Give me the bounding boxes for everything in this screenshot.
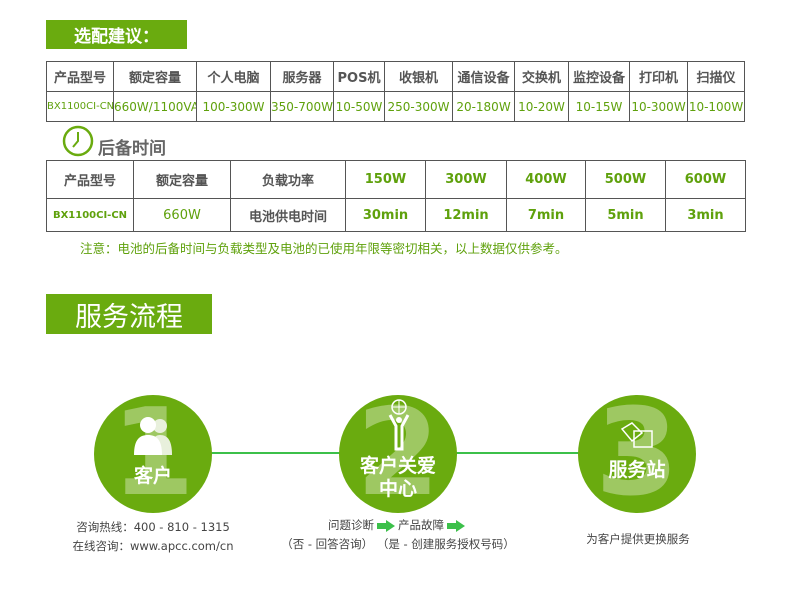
boxes-icon bbox=[620, 422, 653, 448]
header-cell: 400W bbox=[506, 160, 586, 199]
cell: 12min bbox=[425, 198, 507, 232]
step-care-center: 2 客户关爱 中心 bbox=[339, 395, 457, 513]
header-cell: 打印机 bbox=[629, 61, 688, 92]
backup-time-table: 产品型号 额定容量 负载功率 150W 300W 400W 500W 600W … bbox=[46, 160, 746, 232]
step-label: 服务站 bbox=[608, 459, 666, 481]
header-cell: 额定容量 bbox=[113, 61, 197, 92]
cell: 电池供电时间 bbox=[230, 198, 346, 232]
header-cell: 300W bbox=[425, 160, 507, 199]
online-consult-link[interactable]: 在线咨询：www.apcc.com/cn bbox=[72, 539, 234, 553]
cell: 10-50W bbox=[333, 91, 385, 122]
table-row: BX1100CI-CN 660W 电池供电时间 30min 12min 7min… bbox=[46, 198, 746, 232]
header-cell: 收银机 bbox=[384, 61, 453, 92]
customer-contact: 咨询热线：400 - 810 - 1315 在线咨询：www.apcc.com/… bbox=[70, 518, 236, 556]
clock-icon bbox=[62, 125, 94, 157]
flow-sub: （否 - 回答咨询） （是 - 创建服务授权号码） bbox=[281, 537, 515, 551]
step-customer: 1 客户 bbox=[94, 395, 212, 513]
care-center-flow: 问题诊断 产品故障 （否 - 回答咨询） （是 - 创建服务授权号码） bbox=[280, 516, 516, 554]
cell: 3min bbox=[665, 198, 746, 232]
cell: 100-300W bbox=[196, 91, 271, 122]
section-title-service-process: 服务流程 bbox=[46, 294, 212, 334]
cell: 660W bbox=[133, 198, 231, 232]
table-header-row: 产品型号 额定容量 负载功率 150W 300W 400W 500W 600W bbox=[46, 160, 746, 199]
section-title-backup-time: 后备时间 bbox=[98, 139, 166, 159]
step-label-line2: 中心 bbox=[378, 478, 417, 500]
cell: 660W/1100VA bbox=[113, 91, 197, 122]
flow-step: 产品故障 bbox=[398, 518, 444, 532]
hotline-text: 咨询热线：400 - 810 - 1315 bbox=[76, 520, 230, 534]
header-cell: 产品型号 bbox=[46, 160, 134, 199]
header-cell: 500W bbox=[585, 160, 666, 199]
header-cell: 通信设备 bbox=[452, 61, 515, 92]
table-header-row: 产品型号 额定容量 个人电脑 服务器 POS机 收银机 通信设备 交换机 监控设… bbox=[46, 61, 745, 92]
header-cell: 个人电脑 bbox=[196, 61, 271, 92]
recommendation-table: 产品型号 额定容量 个人电脑 服务器 POS机 收银机 通信设备 交换机 监控设… bbox=[46, 61, 745, 122]
header-cell: 150W bbox=[345, 160, 426, 199]
header-cell: 监控设备 bbox=[568, 61, 630, 92]
cell: 10-20W bbox=[514, 91, 569, 122]
header-cell: 产品型号 bbox=[46, 61, 114, 92]
step-label: 客户关爱 bbox=[359, 455, 436, 477]
header-cell: POS机 bbox=[333, 61, 385, 92]
cell: 7min bbox=[506, 198, 586, 232]
arrow-right-icon bbox=[447, 519, 465, 532]
table-row: BX1100CI-CN 660W/1100VA 100-300W 350-700… bbox=[46, 91, 745, 122]
note-text: 注意：电池的后备时间与负载类型及电池的已使用年限等密切相关，以上数据仅供参考。 bbox=[80, 241, 568, 256]
step-service-station: 3 服务站 bbox=[578, 395, 696, 513]
cell: 30min bbox=[345, 198, 426, 232]
section-title-recommendation: 选配建议： bbox=[46, 20, 187, 49]
cell: 250-300W bbox=[384, 91, 453, 122]
step-number: 3 bbox=[595, 395, 679, 513]
cell: 10-300W bbox=[629, 91, 688, 122]
header-cell: 扫描仪 bbox=[687, 61, 745, 92]
cell: BX1100CI-CN bbox=[46, 198, 134, 232]
header-cell: 负载功率 bbox=[230, 160, 346, 199]
cell: 5min bbox=[585, 198, 666, 232]
header-cell: 额定容量 bbox=[133, 160, 231, 199]
header-cell: 服务器 bbox=[270, 61, 334, 92]
header-cell: 600W bbox=[665, 160, 746, 199]
header-cell: 交换机 bbox=[514, 61, 569, 92]
users-icon bbox=[134, 417, 172, 455]
cell: 10-100W bbox=[687, 91, 745, 122]
cell: 20-180W bbox=[452, 91, 515, 122]
service-station-desc: 为客户提供更换服务 bbox=[586, 532, 690, 546]
person-globe-icon bbox=[388, 399, 410, 451]
step-label: 客户 bbox=[133, 465, 172, 487]
cell: 10-15W bbox=[568, 91, 630, 122]
arrow-right-icon bbox=[377, 519, 395, 532]
cell: BX1100CI-CN bbox=[46, 91, 114, 122]
flow-step: 问题诊断 bbox=[328, 518, 374, 532]
cell: 350-700W bbox=[270, 91, 334, 122]
